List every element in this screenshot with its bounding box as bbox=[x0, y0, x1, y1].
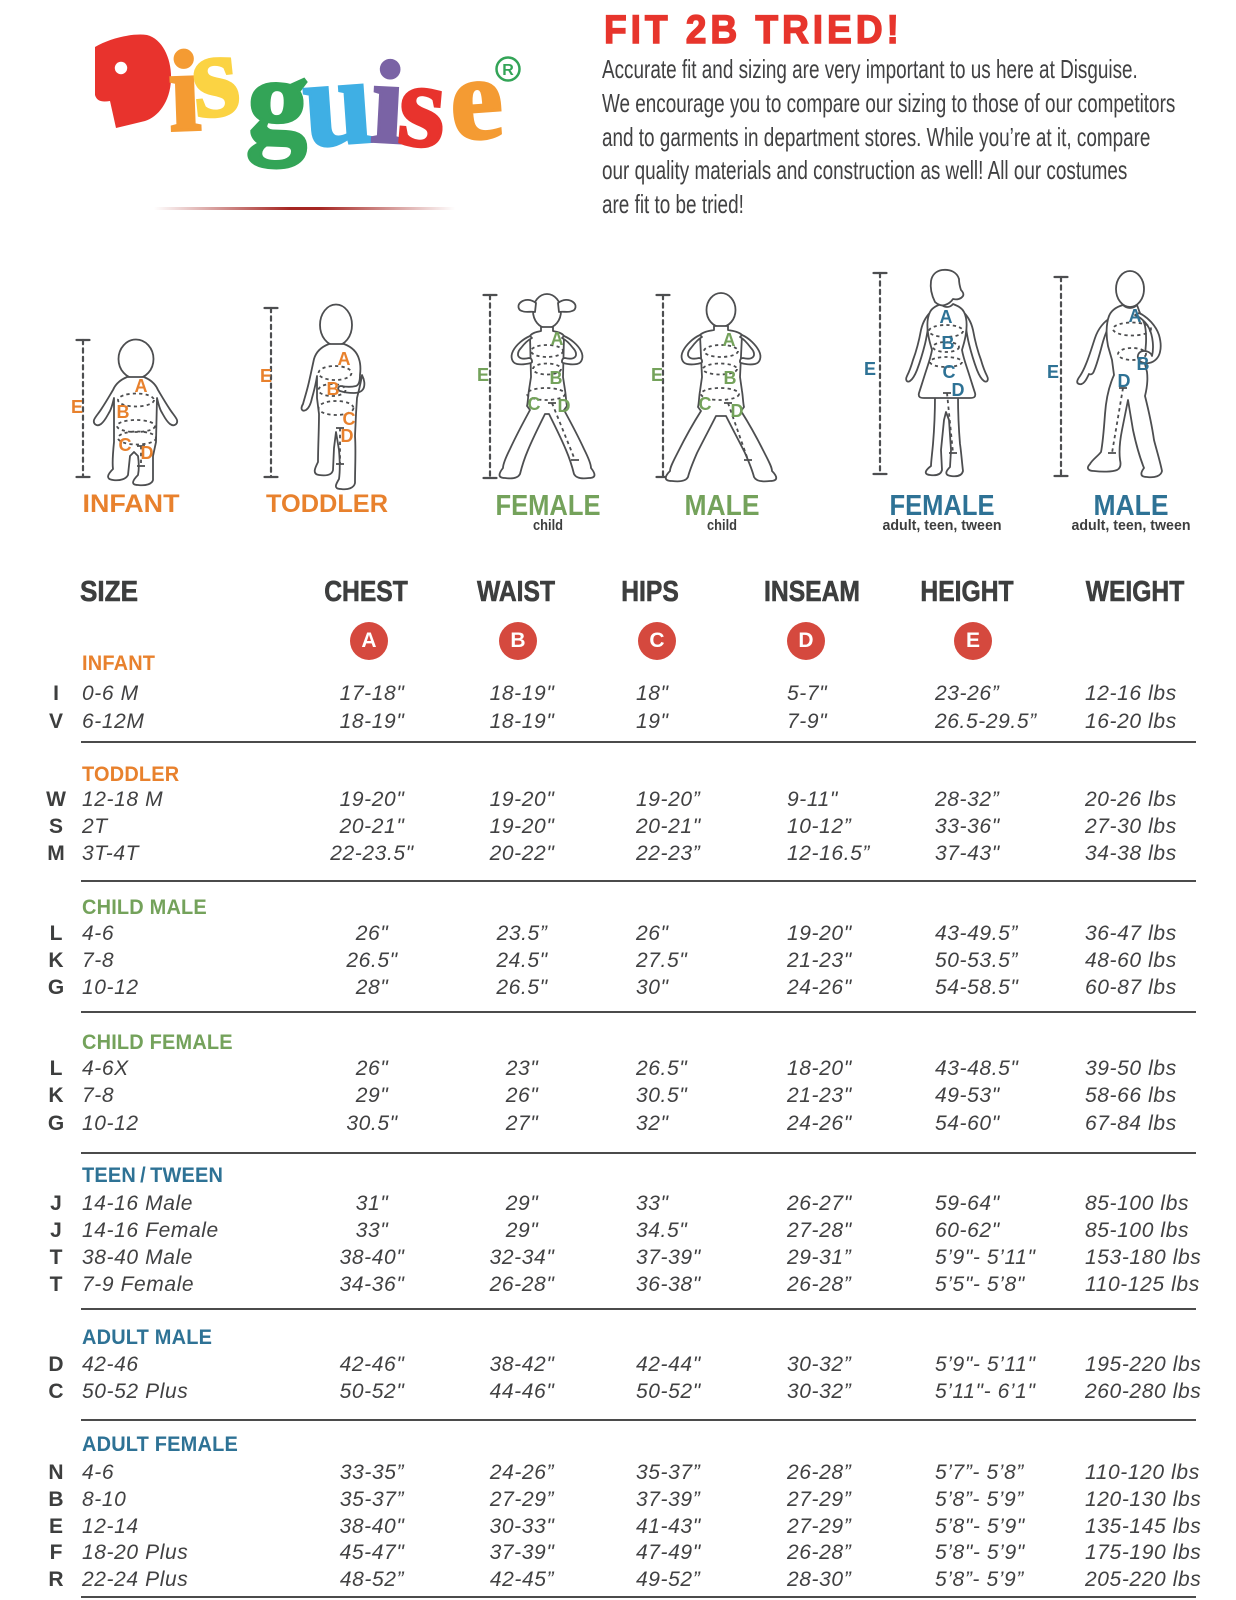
svg-text:E: E bbox=[1047, 362, 1059, 382]
svg-text:FEMALE: FEMALE bbox=[496, 490, 601, 522]
svg-text:C: C bbox=[699, 394, 712, 414]
svg-text:FEMALE: FEMALE bbox=[890, 490, 995, 522]
svg-text:child: child bbox=[707, 517, 737, 534]
svg-text:B: B bbox=[550, 368, 563, 388]
svg-text:B: B bbox=[117, 402, 130, 422]
svg-text:A: A bbox=[551, 329, 564, 349]
svg-text:D: D bbox=[1118, 371, 1131, 391]
svg-text:child: child bbox=[533, 517, 563, 534]
svg-text:E: E bbox=[864, 359, 876, 379]
svg-text:A: A bbox=[338, 349, 351, 369]
svg-text:E: E bbox=[260, 366, 272, 386]
svg-text:C: C bbox=[528, 394, 541, 414]
svg-text:D: D bbox=[952, 380, 965, 400]
svg-text:e: e bbox=[445, 32, 506, 166]
svg-text:TODDLER: TODDLER bbox=[266, 490, 388, 518]
svg-text:adult, teen, tween: adult, teen, tween bbox=[1072, 517, 1191, 534]
svg-text:A: A bbox=[940, 307, 953, 327]
svg-text:B: B bbox=[942, 333, 955, 353]
svg-text:i: i bbox=[368, 36, 408, 169]
svg-text:R: R bbox=[502, 62, 514, 79]
svg-text:MALE: MALE bbox=[1094, 490, 1169, 522]
svg-text:E: E bbox=[71, 397, 83, 417]
svg-text:E: E bbox=[651, 365, 663, 385]
svg-text:A: A bbox=[723, 330, 736, 350]
svg-text:INFANT: INFANT bbox=[83, 490, 180, 518]
svg-text:C: C bbox=[943, 362, 956, 382]
svg-text:D: D bbox=[731, 401, 744, 421]
svg-text:D: D bbox=[558, 396, 571, 416]
svg-text:B: B bbox=[327, 379, 340, 399]
svg-text:g: g bbox=[245, 32, 311, 169]
svg-text:D: D bbox=[341, 426, 354, 446]
svg-text:B: B bbox=[1137, 354, 1150, 374]
svg-text:u: u bbox=[298, 32, 376, 173]
svg-text:MALE: MALE bbox=[685, 490, 760, 522]
svg-text:B: B bbox=[724, 368, 737, 388]
svg-text:i: i bbox=[166, 27, 202, 155]
svg-text:A: A bbox=[135, 376, 148, 396]
svg-text:A: A bbox=[1129, 306, 1142, 326]
svg-text:D: D bbox=[141, 443, 154, 463]
svg-text:E: E bbox=[477, 365, 489, 385]
svg-text:adult, teen, tween: adult, teen, tween bbox=[883, 517, 1002, 534]
svg-text:C: C bbox=[343, 409, 356, 429]
svg-text:C: C bbox=[119, 435, 132, 455]
